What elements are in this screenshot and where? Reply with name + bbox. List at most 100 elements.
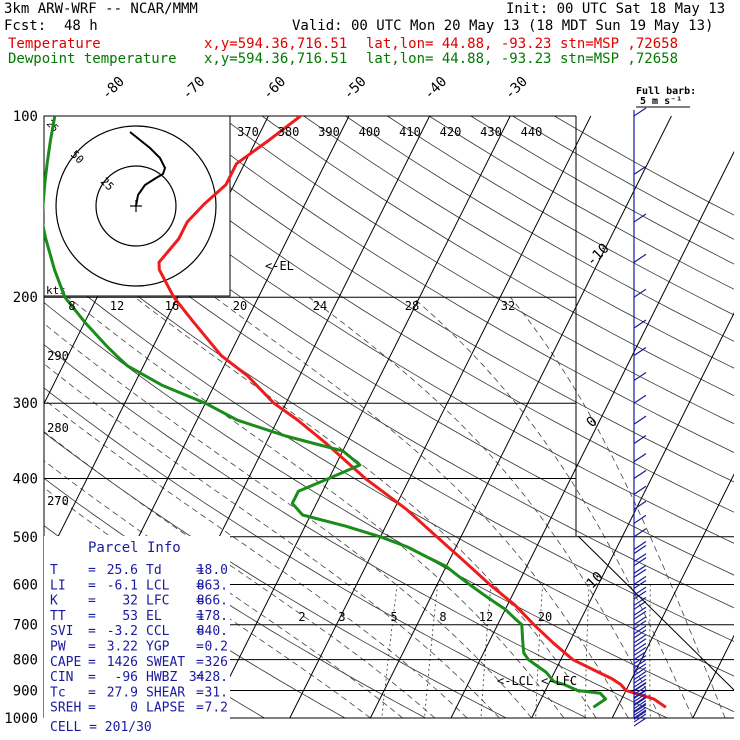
parcel-label: LCL [146, 578, 170, 593]
dry-adiabat [220, 116, 734, 425]
parcel-value: 0.2 [205, 640, 228, 655]
model-title: 3km ARW-WRF -- NCAR/MMM [4, 1, 198, 17]
wind-barb [633, 541, 647, 551]
parcel-label: CIN [50, 670, 73, 685]
parcel-value: -96 [115, 670, 138, 685]
parcel-label: SHEAR [146, 685, 185, 700]
parcel-equals: = [196, 701, 204, 716]
wind-barb [633, 638, 647, 648]
dry-adiabat [94, 116, 734, 513]
forecast-label: Fcst: [4, 18, 47, 34]
parcel-value: 866. [197, 594, 228, 609]
pressure-tick-label: 200 [13, 290, 38, 306]
parcel-value: 1426 [107, 655, 138, 670]
parcel-box [44, 536, 230, 720]
dewpoint-station: stn=MSP ,72658 [560, 51, 679, 67]
parcel-cell: CELL = 201/30 [50, 720, 152, 735]
wind-key-title: Full barb: [636, 86, 696, 97]
wind-barb [633, 655, 647, 665]
parcel-label: CCL [146, 624, 170, 639]
hodograph-ring [95, 165, 177, 247]
theta-left-label: 280 [47, 421, 69, 435]
isotherm [208, 116, 511, 719]
wind-barb [633, 394, 647, 404]
wind-barb [633, 415, 647, 425]
theta-left-label: 270 [47, 494, 69, 508]
wind-barb [633, 253, 647, 263]
mixing-ratio-label: 8 [68, 299, 75, 313]
parcel-value: -6.1 [107, 578, 138, 593]
pressure-tick-label: 400 [13, 471, 38, 487]
mixing-ratio-label: 20 [538, 610, 552, 624]
mixing-ratio-label: 3 [338, 610, 345, 624]
theta-label: 400 [359, 125, 381, 139]
wind-barb [633, 689, 647, 699]
wind-barb [633, 717, 647, 727]
parcel-label: SVI [50, 624, 73, 639]
parcel-value: 0 [130, 701, 138, 716]
dry-adiabat [44, 182, 734, 609]
parcel-label: Td [146, 563, 162, 578]
parcel-equals: = [196, 640, 204, 655]
parcel-equals: = [196, 624, 204, 639]
parcel-equals: = [88, 685, 96, 700]
wind-barb [633, 568, 647, 578]
parcel-label: T [50, 563, 58, 578]
mixing-ratio-label: 12 [479, 610, 493, 624]
dry-adiabat [136, 116, 734, 483]
parcel-label: PW [50, 640, 66, 655]
wind-barb [633, 213, 647, 223]
pressure-tick-label: 600 [13, 577, 38, 593]
wind-barb [633, 485, 647, 495]
temperature-tick-label: -30 [502, 74, 531, 103]
parcel-value: 25.6 [107, 563, 138, 578]
wind-barb [633, 685, 647, 695]
wind-barb [633, 165, 647, 175]
parcel-value: 31. [205, 685, 228, 700]
wind-barb [633, 469, 647, 479]
parcel-label: LAPSE [146, 701, 185, 716]
temperature-latlon: lat,lon= 44.88, -93.23 [366, 36, 552, 52]
moist-adiabat [44, 460, 403, 719]
temperature-profile [157, 116, 667, 709]
wind-barb [633, 651, 647, 661]
parcel-equals: = [88, 701, 96, 716]
parcel-value: 863. [197, 578, 228, 593]
pressure-tick-label: 500 [13, 530, 38, 546]
mixing-ratio-label: 28 [405, 299, 419, 313]
wind-barb [633, 288, 647, 298]
dry-adiabat [303, 116, 734, 369]
isotherm [450, 150, 734, 719]
dry-adiabat [428, 116, 734, 290]
mixing-ratio-line [480, 584, 492, 719]
mixing-ratio-label: 32 [501, 299, 515, 313]
parcel-equals: = [196, 670, 204, 685]
parcel-equals: = [88, 594, 96, 609]
wind-barb [633, 557, 647, 567]
temperature-tick-label: -50 [341, 74, 370, 103]
temperature-tick-label: -60 [260, 74, 289, 103]
parcel-equals: = [196, 609, 204, 624]
pressure-tick-label: 700 [13, 618, 38, 634]
hodograph-ring [55, 125, 217, 287]
isotherm [611, 473, 734, 719]
wind-barb [633, 634, 647, 644]
forecast-hours: 48 h [64, 18, 98, 34]
init-time: Init: 00 UTC Sat 18 May 13 [506, 1, 726, 17]
wind-barb [633, 453, 647, 463]
moist-adiabat [412, 296, 694, 719]
lcl-marker: <-LCL [497, 674, 533, 688]
wind-barb [633, 596, 647, 606]
parcel-title: Parcel Info [88, 540, 181, 556]
mixing-ratio-label: 8 [439, 610, 446, 624]
dry-adiabat [44, 387, 587, 719]
theta-label: 370 [237, 125, 259, 139]
parcel-equals: = [196, 655, 204, 670]
theta-label: 380 [278, 125, 300, 139]
wind-barbs [577, 107, 735, 727]
wind-frame-diagonal [577, 535, 735, 691]
theta-label: 390 [318, 125, 340, 139]
moist-adiabat [214, 296, 629, 719]
parcel-equals: = [88, 670, 96, 685]
mixing-ratio-line [381, 584, 398, 719]
